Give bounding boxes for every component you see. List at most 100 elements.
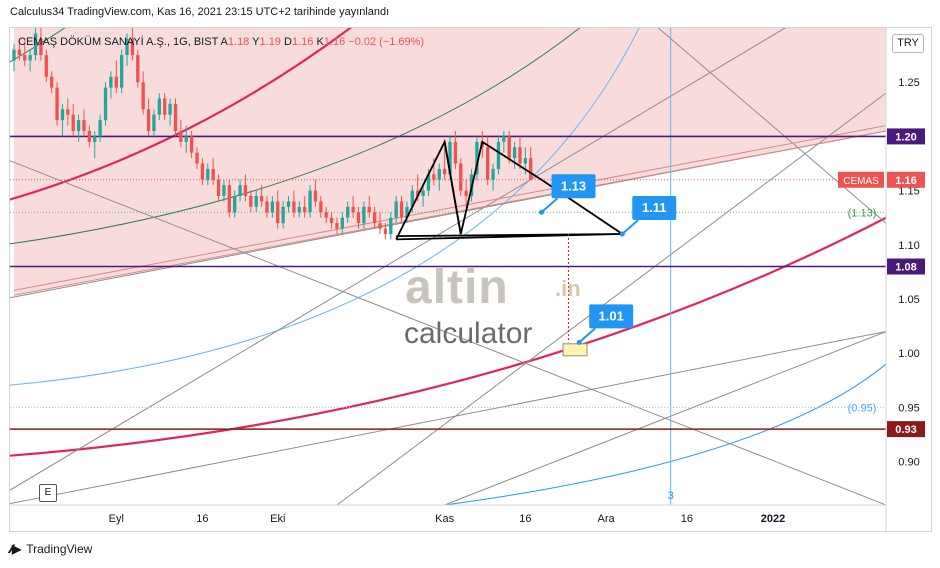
candle-body xyxy=(33,33,38,56)
candle-body xyxy=(286,201,291,207)
candle-body xyxy=(512,147,517,159)
watermark-word: altin xyxy=(405,261,509,314)
arc-lower-crimson xyxy=(10,216,886,457)
candle-body xyxy=(152,114,156,131)
candle-body xyxy=(141,82,145,110)
price-level-tag: 1.20 xyxy=(895,131,916,143)
candle-body xyxy=(389,217,393,234)
candle-body xyxy=(475,141,479,175)
candle-body xyxy=(238,185,242,197)
candle-body xyxy=(410,190,414,207)
candle-body xyxy=(109,76,113,88)
last-price-tag: 1.16 xyxy=(895,175,916,187)
candle-body xyxy=(227,185,231,213)
legend-low: 1.16 xyxy=(291,36,314,48)
candle-body xyxy=(125,38,129,56)
candle-body xyxy=(173,103,178,131)
candle-body xyxy=(351,206,355,213)
candle-body xyxy=(12,49,16,61)
fan-line xyxy=(444,331,886,505)
plot-area xyxy=(10,28,886,505)
publish-line: Calculus34 TradingView.com, Kas 16, 2021… xyxy=(10,6,390,18)
currency-button[interactable]: TRY xyxy=(892,34,924,53)
candle-body xyxy=(55,87,59,121)
candle-body xyxy=(66,109,70,115)
dotted-level-label: (0.95) xyxy=(848,402,877,414)
x-tick-label: Ara xyxy=(598,513,616,525)
arc-green xyxy=(10,28,581,245)
last-price-tag-bg xyxy=(887,171,925,188)
y-tick-label: 1.15 xyxy=(898,186,919,198)
y-tick-label: 0.90 xyxy=(898,457,919,469)
symbol-legend: CEMAŞ DÖKÜM SANAYİ A.Ş., 1G, BIST A1.18 … xyxy=(18,36,424,48)
price-level-tag-bg xyxy=(887,421,925,438)
channel-line-upper xyxy=(13,125,886,291)
target-box xyxy=(562,343,588,357)
candle-body xyxy=(507,136,511,159)
candle-body xyxy=(378,223,382,229)
legend-close-label: K xyxy=(316,36,324,48)
candle-body xyxy=(340,217,345,229)
candle-body xyxy=(302,206,307,213)
fan-line xyxy=(10,160,886,505)
candle-body xyxy=(459,163,463,191)
arc-green-top xyxy=(10,28,66,63)
y-tick-label: 1.10 xyxy=(898,240,919,252)
candle-body xyxy=(399,201,404,218)
candle-body xyxy=(184,136,188,142)
tradingview-logo-icon[interactable]: ⁄⁄▶ xyxy=(10,542,21,556)
candle-body xyxy=(179,130,183,142)
candle-body xyxy=(249,196,253,207)
arc-blue-upper xyxy=(10,28,640,386)
chart-frame xyxy=(9,27,932,532)
candle-body xyxy=(163,98,167,115)
candle-body xyxy=(372,212,377,224)
candle-body xyxy=(362,206,366,224)
legend-title: CEMAŞ DÖKÜM SANAYİ A.Ş., 1G, BIST xyxy=(18,36,219,48)
candle-body xyxy=(254,196,258,207)
callout-anchor xyxy=(576,339,582,345)
candle-body xyxy=(195,152,199,164)
candle-body xyxy=(529,158,533,180)
callout-label: 1.13 xyxy=(561,178,586,193)
candle-body xyxy=(222,185,226,197)
callout-pointer xyxy=(621,219,639,235)
y-tick-label: 1.00 xyxy=(898,348,919,360)
candle-body xyxy=(405,206,409,218)
earnings-marker-button[interactable]: E xyxy=(39,484,57,502)
candle-body xyxy=(426,174,431,191)
price-level-tag-bg xyxy=(887,128,925,145)
candle-body xyxy=(437,168,441,180)
candle-body xyxy=(93,136,97,142)
candle-body xyxy=(103,87,108,121)
candle-body xyxy=(502,136,506,142)
callout-box xyxy=(551,174,596,199)
candle-body xyxy=(416,190,420,197)
symbol-tag: CEMAS xyxy=(843,176,879,187)
candle-body xyxy=(168,103,172,115)
candle-body xyxy=(206,168,210,180)
candle-body xyxy=(23,55,27,61)
candle-body xyxy=(82,120,86,131)
candle-body xyxy=(98,120,102,137)
candle-body xyxy=(136,55,140,83)
candle-body xyxy=(114,76,118,88)
candle-body xyxy=(346,206,350,218)
footer-brand[interactable]: TradingView xyxy=(26,542,93,556)
candle-body xyxy=(324,212,328,218)
candle-body xyxy=(367,206,371,213)
symbol-tag-bg xyxy=(838,171,884,188)
x-tick-label: 2022 xyxy=(761,513,785,525)
candle-body xyxy=(297,206,301,213)
candle-body xyxy=(50,76,54,88)
candle-body xyxy=(453,141,458,164)
candle-body xyxy=(216,179,221,197)
x-tick-label: 16 xyxy=(196,513,208,525)
candle-body xyxy=(486,147,490,180)
candle-body xyxy=(491,168,495,180)
pattern-leg xyxy=(443,141,462,235)
candle-body xyxy=(281,206,285,224)
candle-body xyxy=(60,109,65,121)
candle-body xyxy=(421,190,425,197)
